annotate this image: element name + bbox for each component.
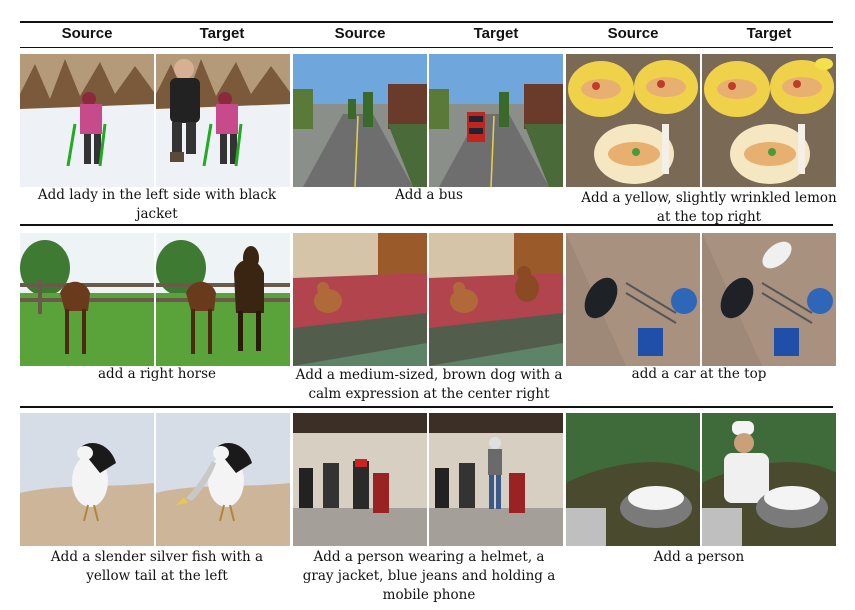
top-rule xyxy=(20,21,833,23)
row2-divider xyxy=(20,406,833,408)
row1-pair1-target-image xyxy=(156,54,290,187)
row2-pair3-source-image xyxy=(566,233,700,366)
row1-caption-3: Add a yellow, slightly wrinkled lemon at… xyxy=(581,190,837,225)
row2-pair2-source-image xyxy=(293,233,427,366)
row3-caption-1: Add a slender silver fish with a yellow … xyxy=(50,549,264,584)
row2-caption-2: Add a medium-sized, brown dog with a cal… xyxy=(295,367,563,402)
row3-pair2-source-image xyxy=(293,413,427,546)
row1-divider xyxy=(20,224,833,226)
row3-pair1-source-image xyxy=(20,413,154,546)
header-source-3: Source xyxy=(607,25,659,42)
row1-caption-1: Add lady in the left side with black jac… xyxy=(37,187,277,222)
row2-caption-1: add a right horse xyxy=(98,366,216,382)
row3-caption-3: Add a person xyxy=(653,549,745,565)
row3-caption-2: Add a person wearing a helmet, a gray ja… xyxy=(302,549,556,603)
header-rule xyxy=(20,47,833,48)
row1-pair2-source-image xyxy=(293,54,427,187)
header-target-1: Target xyxy=(199,25,245,42)
row3-pair3-target-image xyxy=(702,413,836,546)
row2-pair1-target-image xyxy=(156,233,290,366)
header-source-2: Source xyxy=(334,25,386,42)
header-source-1: Source xyxy=(61,25,113,42)
row3-pair3-source-image xyxy=(566,413,700,546)
row2-pair1-source-image xyxy=(20,233,154,366)
row2-pair2-target-image xyxy=(429,233,563,366)
row1-pair1-source-image xyxy=(20,54,154,187)
row3-pair2-target-image xyxy=(429,413,563,546)
row1-caption-2: Add a bus xyxy=(395,187,463,203)
row1-pair3-source-image xyxy=(566,54,700,187)
row2-pair3-target-image xyxy=(702,233,836,366)
row3-pair1-target-image xyxy=(156,413,290,546)
row1-pair2-target-image xyxy=(429,54,563,187)
row1-pair3-target-image xyxy=(702,54,836,187)
header-target-3: Target xyxy=(746,25,792,42)
header-target-2: Target xyxy=(473,25,519,42)
row2-caption-3: add a car at the top xyxy=(631,366,767,382)
